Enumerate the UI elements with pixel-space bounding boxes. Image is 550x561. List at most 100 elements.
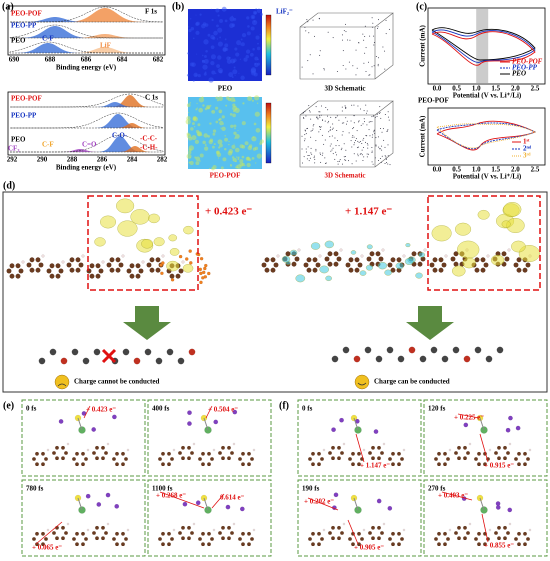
iso-surface	[182, 264, 194, 273]
atom	[497, 525, 501, 530]
heatmap-spot	[210, 8, 212, 10]
atom	[218, 451, 222, 455]
atom	[58, 268, 64, 274]
atom	[264, 267, 270, 273]
iso-surface	[141, 239, 153, 249]
schematic-dot	[324, 139, 326, 141]
heatmap-spot	[216, 99, 220, 102]
atom	[443, 542, 447, 547]
atom	[75, 531, 79, 536]
atom	[95, 445, 99, 450]
schematic-dot	[353, 122, 355, 124]
spectrum-peak	[10, 136, 163, 152]
heatmap-spot	[190, 18, 192, 20]
heatmap-spot	[252, 136, 255, 139]
atom	[187, 536, 191, 541]
heatmap-spot	[233, 131, 237, 135]
schematic-dot	[305, 115, 307, 117]
heatmap-spot	[216, 64, 221, 68]
schematic-dot	[355, 160, 357, 162]
atom	[41, 254, 45, 258]
schematic-dot	[380, 117, 382, 119]
heatmap-spot	[229, 113, 233, 116]
atom	[227, 445, 231, 450]
iso-surface	[153, 237, 165, 247]
atom	[221, 445, 225, 450]
schematic-dot	[338, 119, 340, 121]
atom	[101, 536, 105, 541]
x-axis-label: Potential (V vs. Li⁺/Li)	[453, 173, 522, 181]
heatmap-spot	[221, 126, 226, 132]
frame-box	[423, 399, 548, 477]
frame-box	[297, 479, 422, 557]
atom	[161, 261, 165, 265]
atom	[144, 348, 152, 356]
schematic-dot	[381, 145, 383, 147]
iso-surface	[384, 269, 392, 276]
heatmap-spot	[234, 127, 236, 130]
atom	[207, 531, 211, 536]
atom	[528, 448, 532, 452]
x-tick-label: 0.0	[433, 166, 442, 174]
heatmap-spot	[239, 144, 244, 149]
schematic-dot	[366, 110, 368, 112]
heatmap-spot	[250, 67, 257, 73]
heatmap-spot	[215, 8, 220, 13]
atom	[390, 257, 396, 263]
atom	[342, 522, 346, 526]
x-tick-label: 688	[45, 56, 56, 64]
atom	[387, 505, 393, 511]
atom	[227, 525, 231, 530]
heatmap-spot	[207, 33, 211, 37]
time-label: 190 fs	[302, 485, 320, 493]
atom	[201, 270, 206, 275]
schematic-dot	[385, 19, 387, 21]
schematic-dot	[379, 157, 381, 159]
heatmap-spot	[230, 164, 232, 166]
heatmap-spot	[208, 168, 211, 170]
atom	[35, 531, 39, 536]
atom	[81, 531, 85, 536]
y-axis-label: Current (mA)	[419, 115, 427, 157]
sample-label: PEO-PP	[11, 22, 37, 30]
x-tick-label: 2.5	[531, 166, 540, 174]
atom	[190, 451, 194, 455]
heatmap-spot	[216, 151, 219, 154]
schematic-dot	[305, 148, 307, 150]
pointer-arrow	[457, 413, 480, 419]
x-tick-label: 1.5	[491, 85, 500, 93]
atom	[342, 346, 350, 354]
heatmap-spot	[215, 120, 219, 124]
schematic-dot	[330, 143, 332, 145]
atom	[55, 263, 61, 269]
x-tick-label: 686	[81, 56, 92, 64]
heatmap-spot	[251, 99, 254, 102]
heatmap-spot	[217, 27, 223, 33]
x-tick-label: 690	[9, 56, 20, 64]
schematic-dot	[385, 158, 387, 160]
schematic-dot	[368, 121, 370, 123]
cv-curve	[431, 27, 536, 61]
spectrum-peak	[10, 43, 163, 53]
heatmap-spot	[210, 54, 216, 60]
schematic-dot	[327, 31, 329, 33]
atom	[170, 537, 174, 541]
atom	[207, 451, 211, 456]
schematic-dot	[308, 32, 310, 34]
iso-surface	[395, 262, 404, 270]
heatmap-spot	[201, 59, 205, 63]
heatmap-spot	[186, 132, 190, 136]
schematic-dot	[352, 135, 354, 137]
atom	[9, 273, 15, 279]
atom	[124, 537, 128, 541]
iso-surface	[477, 210, 490, 220]
schematic-dot	[310, 118, 312, 120]
schematic-dot	[372, 163, 374, 165]
heatmap-spot	[203, 39, 209, 45]
atom	[337, 456, 341, 461]
heatmap-spot	[219, 36, 222, 39]
iso-surface	[168, 234, 177, 242]
element-label: F 1s	[145, 8, 157, 16]
schematic-dot	[376, 115, 378, 117]
schematic-dot	[321, 105, 323, 107]
